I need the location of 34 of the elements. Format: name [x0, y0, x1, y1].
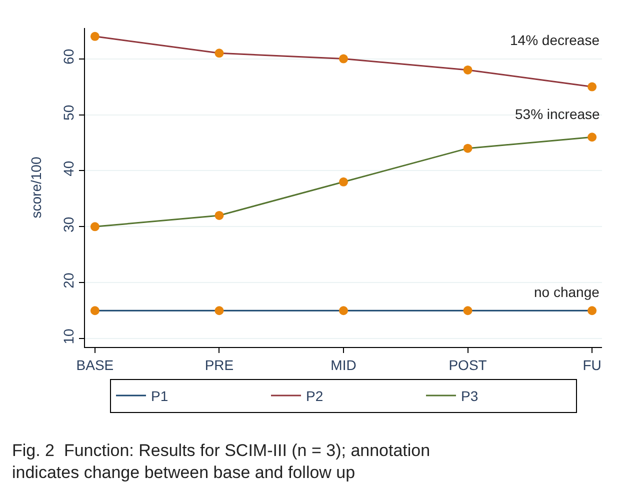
point — [339, 306, 348, 316]
x-tick-label: FU — [582, 356, 602, 373]
point — [463, 306, 472, 316]
legend-label: P1 — [151, 388, 168, 404]
annotation: 14% decrease — [510, 32, 600, 48]
point — [588, 132, 597, 142]
x-tick-label: MID — [330, 356, 356, 373]
x-tick-label: BASE — [76, 356, 114, 373]
point — [588, 82, 597, 92]
annotation: no change — [534, 284, 600, 300]
y-tick-label: 30 — [60, 216, 76, 232]
x-tick-label: PRE — [204, 356, 234, 373]
point — [214, 48, 224, 58]
point — [339, 177, 348, 186]
x-tick-label: POST — [448, 356, 488, 373]
y-tick-label: 50 — [60, 104, 76, 120]
legend-label: P2 — [306, 388, 324, 404]
point — [463, 65, 472, 74]
y-tick-label: 10 — [60, 328, 76, 344]
y-tick-label: 60 — [60, 48, 76, 64]
caption: Fig. 2 Function: Results for SCIM-III (n = 3); annotation indicates change between base and follow up — [12, 441, 430, 482]
point — [90, 222, 100, 232]
y-tick-label: 40 — [60, 160, 76, 176]
point — [588, 306, 597, 316]
point — [90, 306, 100, 316]
point — [463, 144, 472, 153]
legend-label: P3 — [461, 388, 478, 404]
y-tick-label: 20 — [60, 272, 76, 288]
point — [339, 54, 348, 64]
annotation: 53% increase — [515, 106, 600, 122]
point — [214, 306, 224, 316]
point — [214, 210, 224, 220]
point — [90, 32, 100, 41]
y-axis-title: score/100 — [28, 156, 44, 218]
